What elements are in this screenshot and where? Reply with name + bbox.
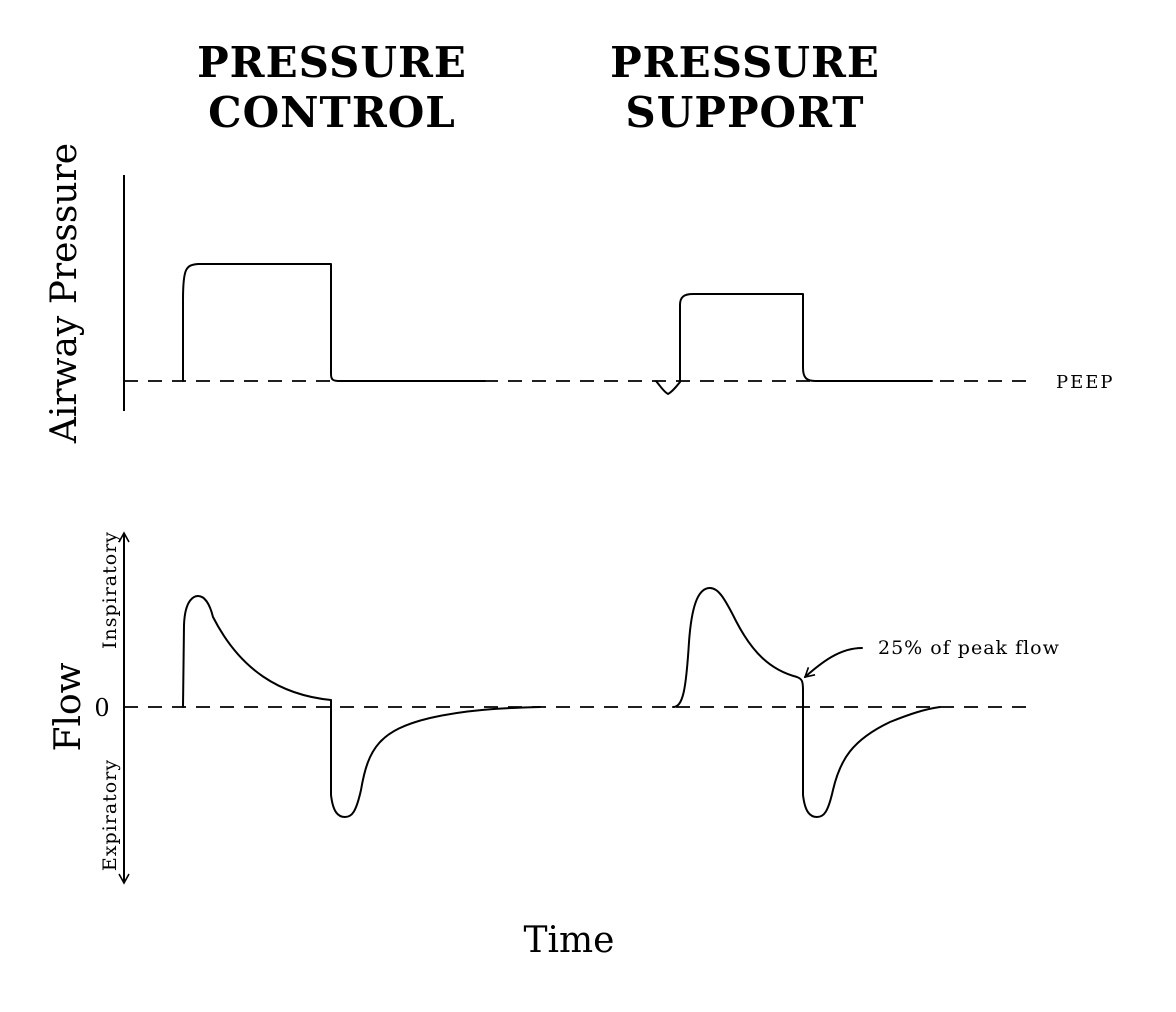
title-pressure-control-line1: PRESSURE: [197, 38, 467, 87]
peep-label: PEEP: [1056, 372, 1115, 393]
pressure-control-flow-wave: [182, 595, 541, 818]
inspiratory-label: Inspiratory: [99, 531, 121, 649]
expiratory-label: Expiratory: [99, 759, 121, 871]
pressure-control-pressure-wave: [182, 263, 486, 382]
pressure-axis-label: Airway Pressure: [44, 143, 85, 444]
title-pressure-control-line2: CONTROL: [208, 88, 456, 137]
peak-flow-annotation: 25% of peak flow: [878, 637, 1060, 659]
pressure-support-flow-wave: [672, 587, 941, 818]
title-pressure-support-line1: PRESSURE: [610, 38, 880, 87]
flow-axis-label: Flow: [48, 662, 89, 751]
pressure-support-pressure-wave: [655, 293, 933, 395]
peak-flow-annotation-arrow: [803, 647, 863, 679]
flow-zero-label: 0: [94, 694, 109, 722]
time-axis-label: Time: [524, 920, 615, 961]
title-pressure-support-line2: SUPPORT: [625, 88, 864, 137]
